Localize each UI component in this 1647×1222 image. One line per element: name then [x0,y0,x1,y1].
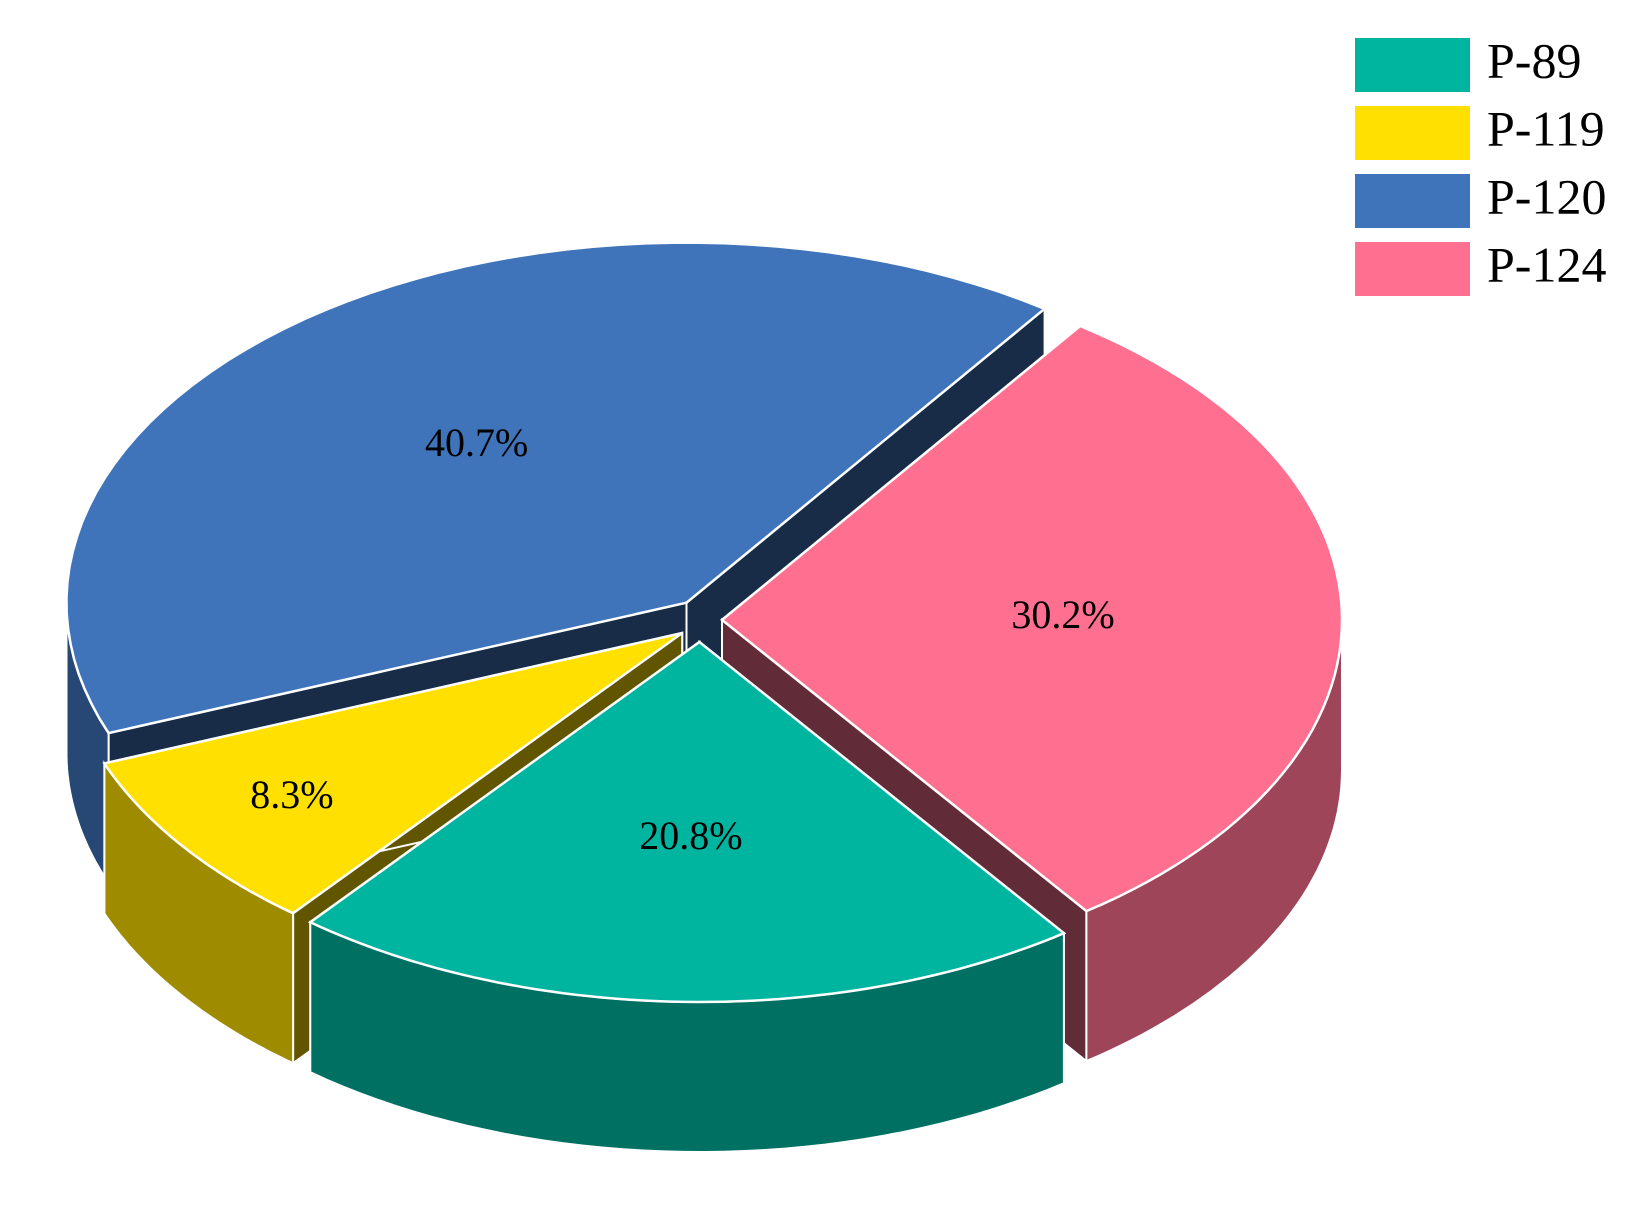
legend-label: P-124 [1487,236,1606,292]
legend-label: P-119 [1487,100,1605,156]
slice-top [102,631,683,915]
data-label: 8.3% [250,772,333,817]
legend-swatch [1355,174,1470,228]
legend-swatch [1355,38,1470,92]
slice [307,639,1067,1154]
data-label: 30.2% [1011,592,1114,637]
legend-swatch [1355,106,1470,160]
data-label: 40.7% [425,420,528,465]
legend-label: P-89 [1487,32,1581,88]
data-label: 20.8% [639,813,742,858]
slice-top [720,324,1344,913]
slice-top [65,241,1048,735]
legend-label: P-120 [1487,168,1606,224]
legend-swatch [1355,242,1470,296]
slice-top [307,640,1067,1004]
